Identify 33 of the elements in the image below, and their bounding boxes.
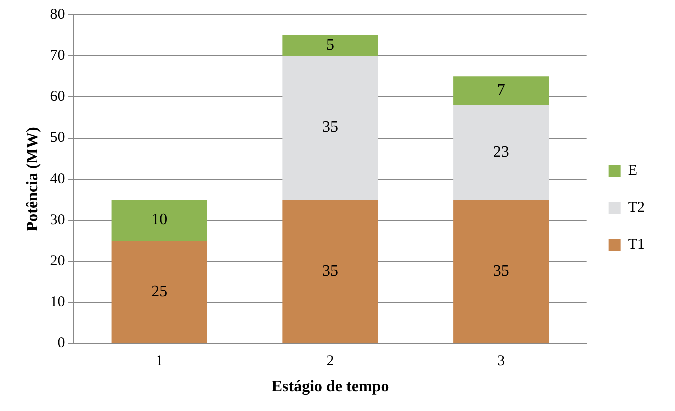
bar — [282, 200, 378, 344]
data-label: 35 — [322, 119, 339, 136]
legend-label: T1 — [628, 236, 646, 253]
data-label: 35 — [322, 262, 339, 280]
data-label: 10 — [152, 212, 168, 229]
y-tick-label: 0 — [58, 336, 66, 352]
bar — [112, 241, 208, 344]
y-tick-label: 10 — [50, 294, 66, 311]
bar — [454, 200, 550, 344]
legend-label: T2 — [628, 200, 646, 216]
bar — [282, 36, 378, 56]
data-label: 7 — [497, 82, 506, 100]
x-tick-label: 3 — [498, 354, 506, 370]
y-tick-label: 70 — [50, 48, 66, 64]
data-label: 5 — [326, 37, 335, 54]
y-tick-label: 20 — [50, 254, 66, 270]
y-tick-label: 80 — [50, 6, 66, 23]
x-tick-label: 1 — [156, 354, 164, 370]
y-tick-label: 40 — [50, 171, 66, 188]
y-tick-label: 30 — [50, 212, 66, 228]
data-label: 23 — [493, 144, 510, 161]
y-tick-label: 50 — [50, 130, 66, 146]
bar — [454, 105, 550, 200]
bar — [112, 200, 208, 242]
data-label: 35 — [493, 262, 510, 280]
bar — [282, 56, 378, 200]
legend-label: E — [628, 162, 638, 179]
data-label: 25 — [152, 283, 168, 300]
y-axis-title: Potência (MW) — [24, 127, 42, 232]
x-tick-label: 2 — [326, 354, 334, 370]
bar — [454, 76, 550, 106]
y-tick-label: 60 — [50, 89, 66, 106]
x-axis-title: Estágio de tempo — [272, 378, 390, 396]
